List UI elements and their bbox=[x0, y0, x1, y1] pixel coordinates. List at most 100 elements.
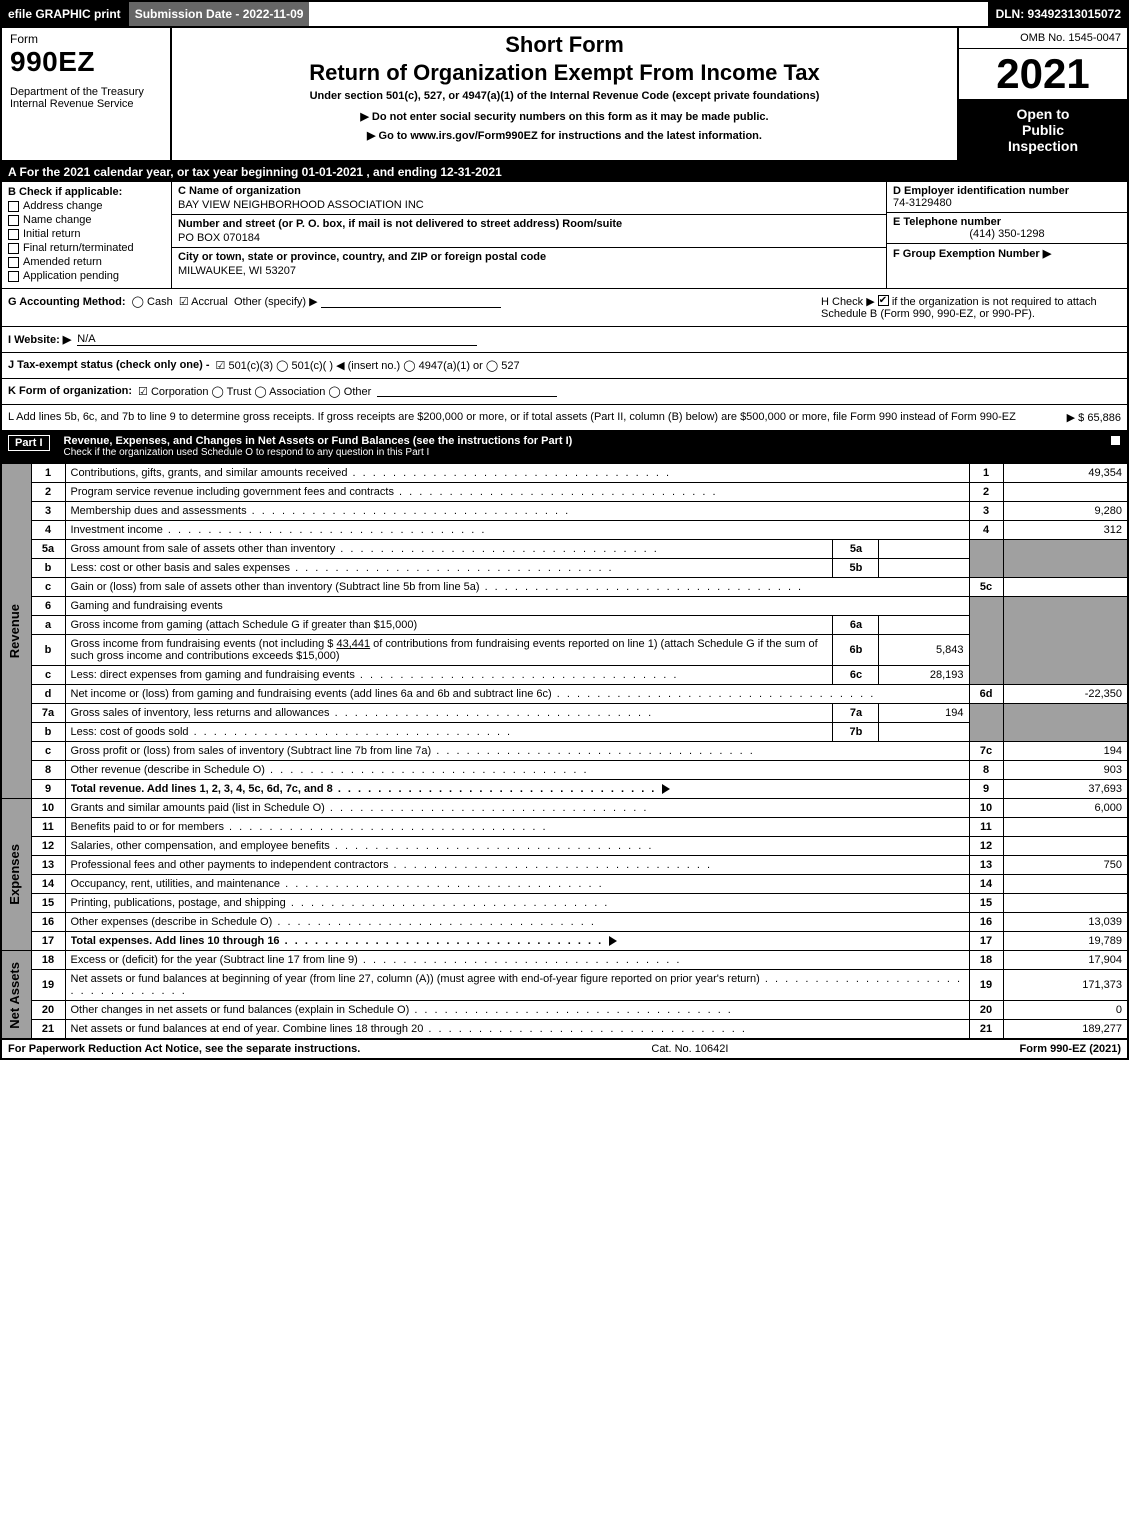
n6: 6 bbox=[31, 597, 65, 616]
n2: 2 bbox=[31, 483, 65, 502]
c-addr-label: Number and street (or P. O. box, if mail… bbox=[178, 218, 880, 230]
form-990ez-page: efile GRAPHIC print Submission Date - 20… bbox=[0, 0, 1129, 1060]
d7a: Gross sales of inventory, less returns a… bbox=[65, 704, 833, 723]
website-value: N/A bbox=[77, 333, 477, 346]
a20: 0 bbox=[1003, 1001, 1128, 1020]
chk-name-change[interactable]: Name change bbox=[8, 214, 165, 226]
s5a: 5a bbox=[833, 540, 879, 559]
header-right: OMB No. 1545-0047 2021 Open to Public In… bbox=[957, 28, 1127, 160]
g-label: G Accounting Method: bbox=[8, 296, 126, 308]
h-checkbox[interactable] bbox=[878, 295, 889, 306]
n1: 1 bbox=[31, 464, 65, 483]
row-k: K Form of organization: ☑ Corporation ◯ … bbox=[0, 379, 1129, 405]
h-schedule-b: H Check ▶ if the organization is not req… bbox=[821, 295, 1121, 320]
chk-initial-return[interactable]: Initial return bbox=[8, 228, 165, 240]
n21: 21 bbox=[31, 1020, 65, 1040]
a5c bbox=[1003, 578, 1128, 597]
d16: Other expenses (describe in Schedule O) bbox=[65, 913, 969, 932]
row-j: J Tax-exempt status (check only one) - ☑… bbox=[0, 353, 1129, 379]
chk-final-return[interactable]: Final return/terminated bbox=[8, 242, 165, 254]
k-options: ☑ Corporation ◯ Trust ◯ Association ◯ Ot… bbox=[138, 385, 371, 398]
j-options: ☑ 501(c)(3) ◯ 501(c)( ) ◀ (insert no.) ◯… bbox=[216, 359, 520, 372]
r4: 4 bbox=[969, 521, 1003, 540]
l-text: L Add lines 5b, 6c, and 7b to line 9 to … bbox=[8, 411, 1061, 423]
chk-amended-return[interactable]: Amended return bbox=[8, 256, 165, 268]
header-center: Short Form Return of Organization Exempt… bbox=[172, 28, 957, 160]
d4: Investment income bbox=[65, 521, 969, 540]
r14: 14 bbox=[969, 875, 1003, 894]
r21: 21 bbox=[969, 1020, 1003, 1040]
header-bullets: ▶ Do not enter social security numbers o… bbox=[180, 108, 949, 145]
r15: 15 bbox=[969, 894, 1003, 913]
row-i: I Website: ▶ N/A bbox=[0, 327, 1129, 353]
n17: 17 bbox=[31, 932, 65, 951]
d9: Total revenue. Add lines 1, 2, 3, 4, 5c,… bbox=[71, 783, 657, 795]
form-header: Form 990EZ Department of the Treasury In… bbox=[0, 28, 1129, 162]
n11: 11 bbox=[31, 818, 65, 837]
ein-label: D Employer identification number bbox=[893, 185, 1121, 197]
r11: 11 bbox=[969, 818, 1003, 837]
a17: 19,789 bbox=[1003, 932, 1128, 951]
n5a: 5a bbox=[31, 540, 65, 559]
a16: 13,039 bbox=[1003, 913, 1128, 932]
group-exemption-label: F Group Exemption Number ▶ bbox=[893, 247, 1121, 260]
n6a: a bbox=[31, 616, 65, 635]
l-amount: ▶ $ 65,886 bbox=[1067, 411, 1121, 424]
org-city: MILWAUKEE, WI 53207 bbox=[178, 265, 880, 277]
a12 bbox=[1003, 837, 1128, 856]
d17-wrap: Total expenses. Add lines 10 through 16 bbox=[65, 932, 969, 951]
form-number: 990EZ bbox=[10, 46, 162, 78]
r3: 3 bbox=[969, 502, 1003, 521]
a1: 49,354 bbox=[1003, 464, 1128, 483]
n5c: c bbox=[31, 578, 65, 597]
m5a bbox=[879, 540, 969, 559]
n19: 19 bbox=[31, 970, 65, 1001]
g-other: Other (specify) ▶ bbox=[234, 296, 318, 308]
n18: 18 bbox=[31, 951, 65, 970]
m7a: 194 bbox=[879, 704, 969, 723]
c-city-label: City or town, state or province, country… bbox=[178, 251, 880, 263]
g-accrual: Accrual bbox=[191, 296, 228, 308]
bullet-link: ▶ Go to www.irs.gov/Form990EZ for instru… bbox=[180, 127, 949, 146]
d10: Grants and similar amounts paid (list in… bbox=[65, 799, 969, 818]
s5b: 5b bbox=[833, 559, 879, 578]
footer-right: Form 990-EZ (2021) bbox=[1020, 1043, 1121, 1055]
chk-application-pending[interactable]: Application pending bbox=[8, 270, 165, 282]
g-other-blank[interactable] bbox=[321, 296, 501, 308]
d3: Membership dues and assessments bbox=[65, 502, 969, 521]
a2 bbox=[1003, 483, 1128, 502]
d2: Program service revenue including govern… bbox=[65, 483, 969, 502]
c-city-cell: City or town, state or province, country… bbox=[172, 248, 886, 280]
chk-address-change[interactable]: Address change bbox=[8, 200, 165, 212]
k-other-blank[interactable] bbox=[377, 385, 557, 397]
title-short-form: Short Form bbox=[180, 32, 949, 58]
a14 bbox=[1003, 875, 1128, 894]
r19: 19 bbox=[969, 970, 1003, 1001]
f-group-cell: F Group Exemption Number ▶ bbox=[887, 244, 1127, 263]
a15 bbox=[1003, 894, 1128, 913]
part-i-checkbox[interactable] bbox=[1110, 435, 1121, 446]
a6d: -22,350 bbox=[1003, 685, 1128, 704]
n12: 12 bbox=[31, 837, 65, 856]
part-i-table: Revenue 1 Contributions, gifts, grants, … bbox=[0, 463, 1129, 1040]
m5b bbox=[879, 559, 969, 578]
d6b-fill: 43,441 bbox=[336, 638, 370, 650]
d12: Salaries, other compensation, and employ… bbox=[65, 837, 969, 856]
efile-print-label: efile GRAPHIC print bbox=[2, 2, 127, 26]
r7c: 7c bbox=[969, 742, 1003, 761]
n6c: c bbox=[31, 666, 65, 685]
d6b: Gross income from fundraising events (no… bbox=[65, 635, 833, 666]
org-address: PO BOX 070184 bbox=[178, 232, 880, 244]
m6b: 5,843 bbox=[879, 635, 969, 666]
s6a: 6a bbox=[833, 616, 879, 635]
header-left: Form 990EZ Department of the Treasury In… bbox=[2, 28, 172, 160]
d6: Gaming and fundraising events bbox=[65, 597, 969, 616]
a13: 750 bbox=[1003, 856, 1128, 875]
a7c: 194 bbox=[1003, 742, 1128, 761]
d21: Net assets or fund balances at end of ye… bbox=[65, 1020, 969, 1040]
title-return: Return of Organization Exempt From Incom… bbox=[180, 60, 949, 86]
page-footer: For Paperwork Reduction Act Notice, see … bbox=[0, 1040, 1129, 1060]
a19: 171,373 bbox=[1003, 970, 1128, 1001]
n9: 9 bbox=[31, 780, 65, 799]
d6a: Gross income from gaming (attach Schedul… bbox=[65, 616, 833, 635]
